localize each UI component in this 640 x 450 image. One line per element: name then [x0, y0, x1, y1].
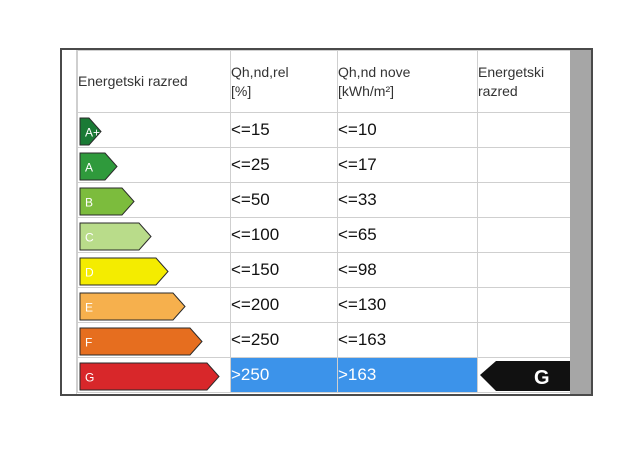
energy-class-result-cell: G	[477, 357, 571, 393]
energy-class-result-cell	[477, 217, 571, 253]
right-scrollbar-strip	[570, 50, 591, 394]
qhnd-nove-cell: >163	[337, 357, 478, 393]
energy-class-arrow-cell: F	[77, 322, 231, 358]
qhnd-rel-cell: <=15	[230, 112, 338, 148]
table-row: E <=200 <=130	[77, 287, 571, 323]
energy-class-arrow-icon: G	[79, 362, 220, 391]
qhnd-nove-cell: <=65	[337, 217, 478, 253]
qhnd-nove-cell: <=163	[337, 322, 478, 358]
energy-class-arrow-cell: D	[77, 252, 231, 288]
energy-class-arrow-icon: E	[79, 292, 186, 321]
table-row: G >250 >163 G	[77, 357, 571, 393]
energy-class-result-cell	[477, 287, 571, 323]
qhnd-rel-cell: <=150	[230, 252, 338, 288]
qhnd-rel-cell: <=250	[230, 322, 338, 358]
energy-class-arrow-cell: C	[77, 217, 231, 253]
qhnd-nove-cell: <=98	[337, 252, 478, 288]
energy-class-result-cell	[477, 322, 571, 358]
energy-class-arrow-cell: B	[77, 182, 231, 218]
header-row: Energetski razred Qh,nd,rel [%] Qh,nd no…	[77, 50, 571, 113]
qhnd-nove-cell: <=130	[337, 287, 478, 323]
energy-class-label: A	[85, 161, 93, 175]
energy-class-arrow-cell: A+	[77, 112, 231, 148]
qhnd-nove-cell: <=10	[337, 112, 478, 148]
qhnd-rel-cell: >250	[230, 357, 338, 393]
energy-class-arrow-cell: G	[77, 357, 231, 393]
energy-class-arrow-icon: D	[79, 257, 169, 286]
qhnd-rel-cell: <=25	[230, 147, 338, 183]
energy-class-arrow-icon: A	[79, 152, 118, 181]
header-qhnd-rel: Qh,nd,rel [%]	[230, 50, 338, 113]
energy-class-label: A+	[85, 126, 100, 140]
qhnd-rel-cell: <=50	[230, 182, 338, 218]
energy-class-label: E	[85, 301, 93, 315]
table-row: B <=50 <=33	[77, 182, 571, 218]
qhnd-nove-cell: <=33	[337, 182, 478, 218]
energy-class-label: C	[85, 231, 94, 245]
energy-class-result-cell	[477, 147, 571, 183]
energy-class-arrow-cell: A	[77, 147, 231, 183]
energy-class-arrow-icon: C	[79, 222, 152, 251]
header-qhnd-nove: Qh,nd nove [kWh/m²]	[337, 50, 478, 113]
table-row: A <=25 <=17	[77, 147, 571, 183]
table-row: C <=100 <=65	[77, 217, 571, 253]
energy-class-arrow-cell: E	[77, 287, 231, 323]
qhnd-rel-cell: <=200	[230, 287, 338, 323]
energy-class-arrow-icon: A+	[79, 117, 102, 146]
table-row: F <=250 <=163	[77, 322, 571, 358]
energy-class-label: B	[85, 196, 93, 210]
energy-class-table: Energetski razred Qh,nd,rel [%] Qh,nd no…	[77, 50, 571, 393]
energy-class-label: G	[85, 371, 94, 385]
energy-class-arrow-icon: F	[79, 327, 203, 356]
left-margin-strip	[62, 50, 77, 394]
energy-class-label: D	[85, 266, 94, 280]
qhnd-rel-cell: <=100	[230, 217, 338, 253]
table-row: D <=150 <=98	[77, 252, 571, 288]
qhnd-nove-cell: <=17	[337, 147, 478, 183]
energy-class-result-cell	[477, 112, 571, 148]
energy-class-result-cell	[477, 252, 571, 288]
energy-class-arrow-icon: B	[79, 187, 135, 216]
result-class-label: G	[534, 367, 550, 389]
result-class-badge-icon: G	[480, 361, 570, 391]
energy-class-label: F	[85, 336, 92, 350]
header-energy-class: Energetski razred	[77, 50, 231, 113]
table-row: A+ <=15 <=10	[77, 112, 571, 148]
header-energy-class-result: Energetski razred	[477, 50, 571, 113]
energy-class-result-cell	[477, 182, 571, 218]
